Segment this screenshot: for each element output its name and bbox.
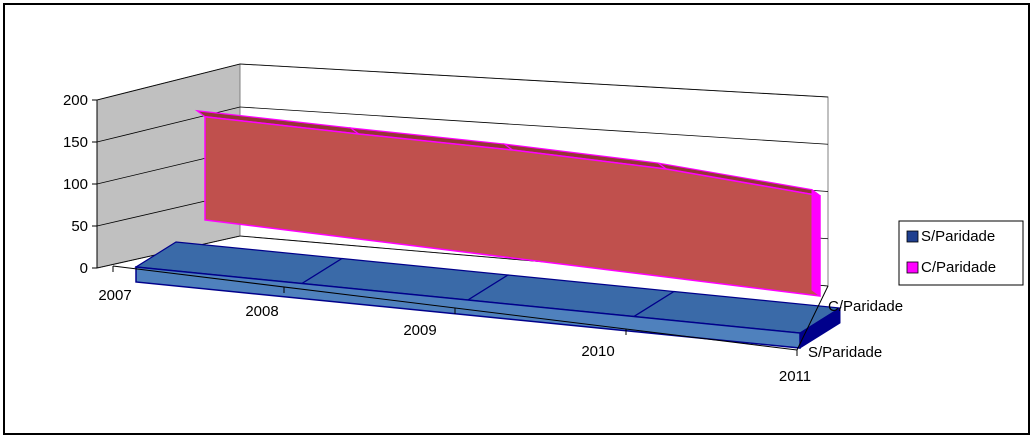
series-axis-label: S/Paridade [808, 344, 882, 361]
series-axis-label: C/Paridade [828, 298, 903, 315]
gridline-back [239, 106, 829, 145]
series-axis: S/Paridade C/Paridade [796, 285, 903, 361]
series-layer [134, 109, 842, 349]
legend-label-s-paridade: S/Paridade [921, 228, 995, 245]
series-c-paridade [194, 109, 821, 297]
x-tick-label: 2010 [581, 343, 614, 360]
x-tick-label: 2008 [245, 303, 278, 320]
legend-label-c-paridade: C/Paridade [921, 259, 996, 276]
legend: S/Paridade C/Paridade [898, 220, 1024, 286]
legend-swatch-c-paridade [906, 261, 919, 274]
x-tick-label: 2009 [403, 322, 436, 339]
y-tick-label: 0 [80, 260, 88, 277]
gridline-back [239, 63, 829, 98]
legend-swatch-s-paridade [906, 230, 919, 243]
series-end-cap [799, 307, 841, 349]
y-tick-label: 200 [63, 92, 88, 109]
x-tick-label: 2007 [98, 287, 131, 304]
series-s-paridade [134, 241, 842, 349]
x-tick-label: 2011 [779, 368, 811, 385]
y-tick-label: 100 [63, 176, 88, 193]
legend-box [898, 220, 1024, 286]
y-tick-label: 50 [71, 218, 88, 235]
y-tick-label: 150 [63, 134, 88, 151]
x-axis: 2007 2008 2009 2010 2011 [98, 265, 811, 385]
series-axis-line [796, 285, 829, 351]
y-axis: 0 50 100 150 200 [63, 92, 98, 277]
gridline-side [96, 63, 241, 101]
series-end-cap [811, 188, 821, 297]
